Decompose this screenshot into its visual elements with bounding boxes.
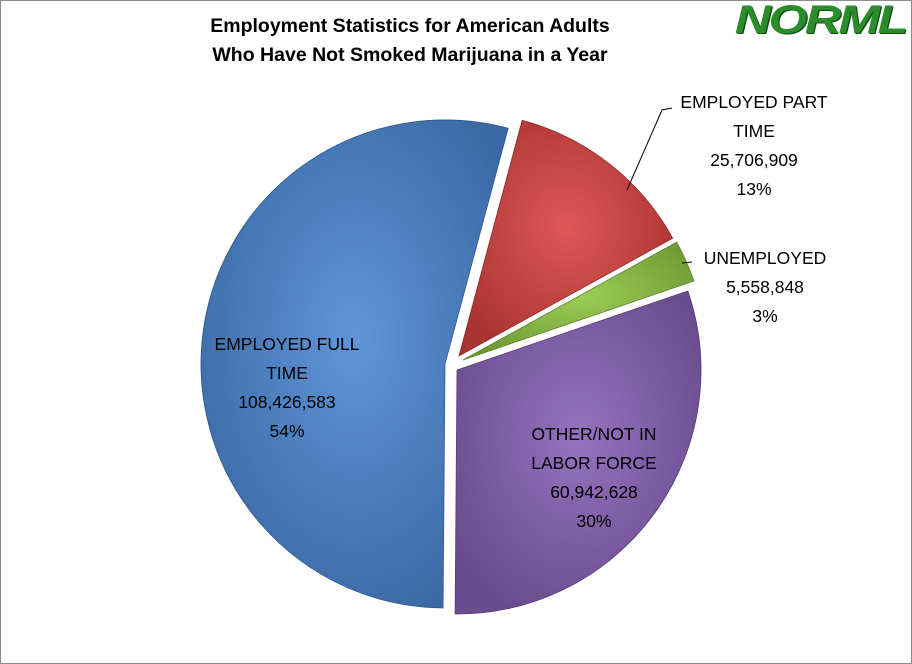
pie-slice-unemployed — [462, 241, 695, 361]
norml-logo: NORML — [735, 0, 908, 42]
chart-title-line-2: Who Have Not Smoked Marijuana in a Year — [212, 44, 608, 66]
data-label-other: OTHER/NOT IN LABOR FORCE 60,942,628 30% — [531, 424, 656, 531]
leader-line-unemployed — [681, 261, 693, 264]
pie-slice-full-time — [200, 119, 509, 609]
pie-slice-part-time — [458, 119, 674, 357]
leader-line-part-time — [626, 107, 673, 191]
chart-title: Employment Statistics for American Adult… — [160, 12, 660, 70]
data-label-unemployed: UNEMPLOYED 5,558,848 3% — [704, 248, 827, 326]
data-label-part-time: EMPLOYED PART TIME 25,706,909 13% — [680, 92, 827, 199]
data-label-full-time: EMPLOYED FULL TIME 108,426,583 54% — [215, 334, 360, 441]
pie-slice-other — [454, 290, 702, 615]
chart-title-line-1: Employment Statistics for American Adult… — [210, 15, 610, 37]
